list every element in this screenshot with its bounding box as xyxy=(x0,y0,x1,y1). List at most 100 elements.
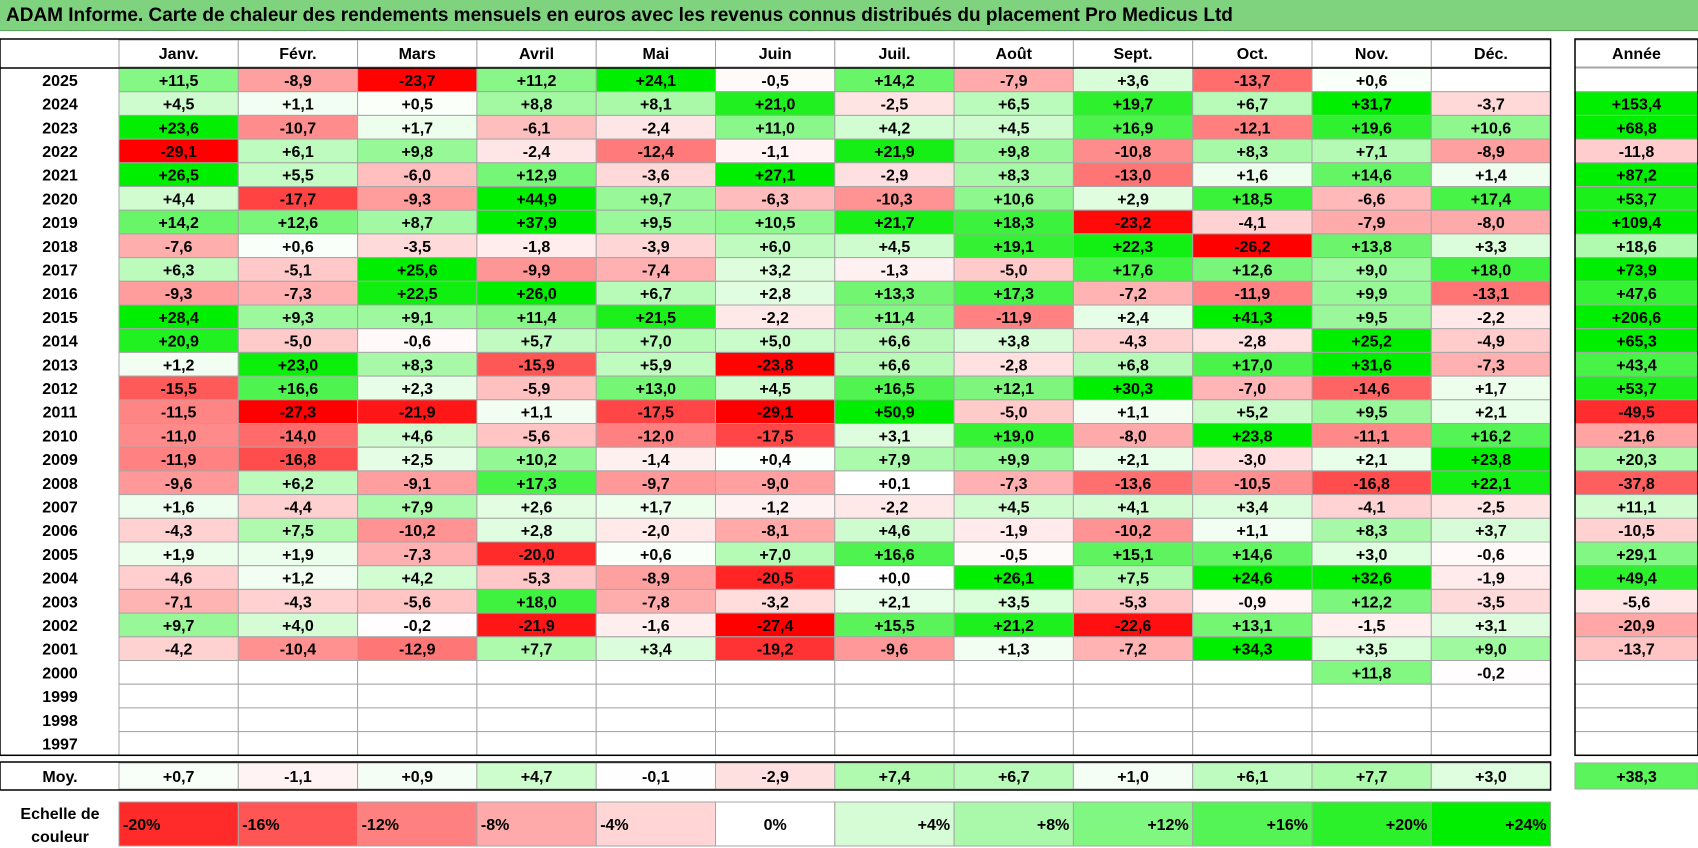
annual-cell-label: -49,5 xyxy=(1618,405,1655,422)
heat-cell-label: +17,3 xyxy=(516,476,557,493)
heat-cell-label: -9,1 xyxy=(403,476,431,493)
heat-cell-label: +3,5 xyxy=(1356,642,1388,659)
heat-cell-label: -14,6 xyxy=(1353,381,1390,398)
annual-cell-label: +206,6 xyxy=(1612,310,1661,327)
heat-cell-label: +34,3 xyxy=(1232,642,1273,659)
scale-label-line1: Echelle de xyxy=(20,806,99,823)
heat-cell-label: +1,2 xyxy=(282,571,314,588)
heat-cell-label: -1,1 xyxy=(761,144,789,161)
heat-cell-label: -7,3 xyxy=(1477,357,1505,374)
heat-cell-label: +11,2 xyxy=(517,73,557,90)
heat-cell-label: +4,5 xyxy=(998,499,1030,516)
scale-swatch xyxy=(1311,801,1432,847)
year-label: 2012 xyxy=(42,381,78,398)
heat-cell-label: -0,6 xyxy=(403,334,431,351)
scale-label: +12% xyxy=(1147,817,1188,834)
heat-cell-label: +22,1 xyxy=(1471,476,1512,493)
heat-cell xyxy=(834,707,955,733)
annual-cell-label: -11,8 xyxy=(1619,144,1655,161)
average-cell-label: +0,7 xyxy=(163,769,195,786)
heat-cell-label: +23,8 xyxy=(1471,452,1512,469)
heat-cell-label: -16,8 xyxy=(280,452,317,469)
heat-cell-label: -5,3 xyxy=(523,571,551,588)
heat-cell-label: +11,5 xyxy=(159,73,199,90)
heat-cell-label: +26,1 xyxy=(994,571,1035,588)
year-label: 2011 xyxy=(43,405,78,422)
month-header: Mars xyxy=(399,46,436,63)
annual-cell-label: +73,9 xyxy=(1616,262,1657,279)
heat-cell-label: -1,4 xyxy=(642,452,670,469)
heat-cell-label: +13,8 xyxy=(1351,239,1392,256)
heat-cell-label: -7,1 xyxy=(165,594,193,611)
heat-cell-label: -13,7 xyxy=(1234,73,1271,90)
average-cell-label: -2,9 xyxy=(761,769,789,786)
heat-cell-label: -11,1 xyxy=(1354,428,1390,445)
heat-cell-label: -9,6 xyxy=(881,642,909,659)
heat-cell-label: +9,8 xyxy=(401,144,433,161)
heat-cell-label: -1,5 xyxy=(1358,618,1386,635)
average-cell-label: +1,0 xyxy=(1117,769,1149,786)
heat-cell-label: +2,4 xyxy=(1117,310,1149,327)
heat-cell-label: +1,7 xyxy=(1475,381,1507,398)
heat-cell-label: -5,9 xyxy=(523,381,551,398)
heat-cell xyxy=(834,660,955,685)
month-header: Avril xyxy=(519,46,554,63)
heat-cell-label: -6,6 xyxy=(1358,191,1386,208)
heat-cell-label: +6,1 xyxy=(282,144,314,161)
heat-cell-label: +13,0 xyxy=(636,381,677,398)
month-header-cell xyxy=(595,39,717,68)
heat-cell-label: -4,6 xyxy=(165,571,193,588)
heat-cell-label: +6,3 xyxy=(163,262,195,279)
title-bar: ADAM Informe. Carte de chaleur des rende… xyxy=(0,0,1698,31)
heat-cell-label: +21,5 xyxy=(636,310,677,327)
heat-cell-label: +1,1 xyxy=(282,97,314,114)
year-label: 2018 xyxy=(42,239,78,256)
heat-cell-label: +14,6 xyxy=(1232,547,1273,564)
heat-cell xyxy=(357,660,478,685)
heat-cell-label: +1,9 xyxy=(163,547,195,564)
heat-cell-label: +1,4 xyxy=(1475,168,1507,185)
heat-cell-label: +3,1 xyxy=(1475,618,1507,635)
heat-cell-label: -6,1 xyxy=(523,120,551,137)
year-label: 2023 xyxy=(42,120,78,137)
heat-cell xyxy=(1311,731,1432,756)
annual-cell xyxy=(1574,707,1698,733)
heat-cell-label: +6,6 xyxy=(879,334,911,351)
heat-cell-label: +13,3 xyxy=(874,286,915,303)
heat-cell-label: -3,0 xyxy=(1239,452,1267,469)
heat-cell xyxy=(118,731,239,756)
heat-cell-label: +24,6 xyxy=(1232,571,1273,588)
average-cell-label: +0,9 xyxy=(401,769,433,786)
scale-label: -16% xyxy=(242,817,279,834)
heat-cell xyxy=(595,707,717,733)
year-label: 2006 xyxy=(42,523,78,540)
heat-cell-label: -8,0 xyxy=(1477,215,1505,232)
heat-cell xyxy=(237,660,359,685)
heat-cell-label: +1,7 xyxy=(640,499,672,516)
heat-cell-label: -7,9 xyxy=(1358,215,1386,232)
heat-cell-label: -7,3 xyxy=(403,547,431,564)
heat-cell-label: +6,8 xyxy=(1117,357,1149,374)
month-header-cell xyxy=(1072,39,1194,68)
heat-cell-label: +1,1 xyxy=(1237,523,1269,540)
heat-cell-label: -12,9 xyxy=(399,642,436,659)
heat-cell-label: -1,9 xyxy=(1000,523,1028,540)
average-cell xyxy=(1311,762,1432,790)
heat-cell-label: +7,5 xyxy=(1117,571,1149,588)
heat-cell-label: +16,9 xyxy=(1113,120,1154,137)
annual-cell-label: -13,7 xyxy=(1618,642,1655,659)
heat-cell-label: -0,2 xyxy=(1477,665,1505,682)
heat-cell-label: +12,6 xyxy=(1232,262,1273,279)
scale-swatch xyxy=(715,801,836,847)
heat-cell-label: -3,2 xyxy=(761,594,789,611)
heat-cell-label: -5,0 xyxy=(1000,262,1028,279)
heat-cell-label: +4,5 xyxy=(163,97,195,114)
heat-cell-label: -10,5 xyxy=(1234,476,1271,493)
heat-cell-label: -4,4 xyxy=(284,499,312,516)
heat-cell-label: +2,8 xyxy=(521,523,553,540)
heat-cell-label: -4,2 xyxy=(165,642,193,659)
heat-cell-label: -3,6 xyxy=(642,168,670,185)
heat-cell-label: +2,8 xyxy=(759,286,791,303)
annual-cell-label: -10,5 xyxy=(1618,523,1655,540)
heat-cell-label: +6,7 xyxy=(640,286,672,303)
